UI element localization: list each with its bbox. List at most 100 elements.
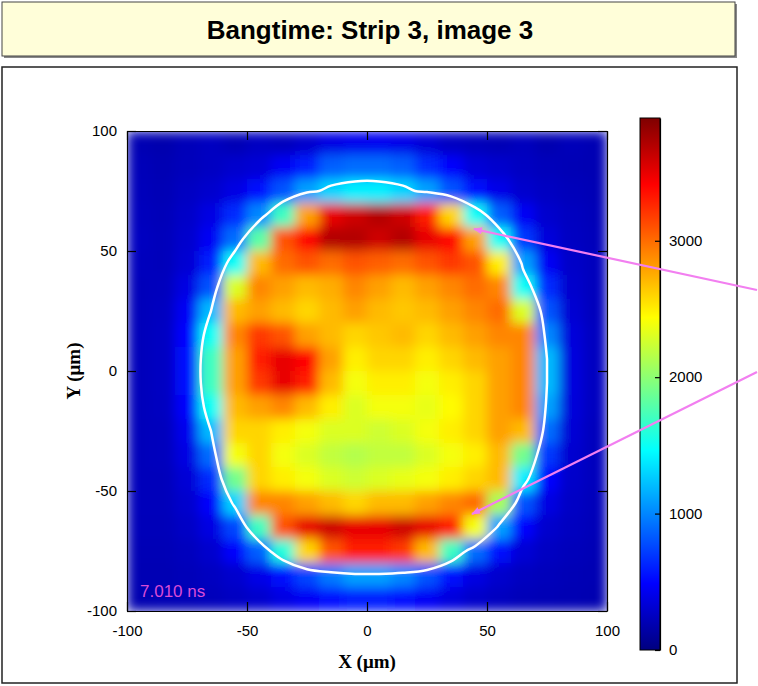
heat-cell (127, 155, 152, 180)
heat-cell (559, 155, 584, 180)
heat-cell (199, 443, 224, 468)
heat-cell (415, 251, 440, 276)
heat-cell (487, 587, 512, 611)
heat-cell (583, 515, 607, 540)
heat-cell (535, 275, 560, 300)
heat-cell (463, 467, 488, 492)
heat-cell (271, 515, 296, 540)
heat-cell (367, 443, 392, 468)
heat-cell (175, 275, 200, 300)
heat-cell (175, 467, 200, 492)
heat-cell (415, 203, 440, 228)
heat-cell (223, 515, 248, 540)
heat-cell (535, 323, 560, 348)
heat-cell (319, 419, 344, 444)
heat-cell (511, 371, 536, 396)
heat-cell (559, 323, 584, 348)
heat-cell (295, 587, 320, 611)
heat-cell (151, 419, 176, 444)
heat-cell (559, 131, 584, 156)
tick-mark (247, 602, 248, 611)
heat-cell (343, 419, 368, 444)
heat-cell (535, 539, 560, 564)
heat-cell (439, 203, 464, 228)
heat-cell (511, 443, 536, 468)
heat-cell (175, 515, 200, 540)
heat-cell (343, 515, 368, 540)
heat-cell (439, 155, 464, 180)
heat-cell (367, 299, 392, 324)
tick: 3000 (655, 232, 702, 249)
tick-mark (598, 251, 607, 252)
heat-cell (391, 131, 416, 156)
heat-cell (415, 227, 440, 252)
heat-cell (247, 179, 272, 204)
heat-cell (439, 467, 464, 492)
heat-cell (439, 371, 464, 396)
heat-cell (151, 467, 176, 492)
heat-cell (391, 299, 416, 324)
heat-cell (463, 179, 488, 204)
axis: -100-50050100 (112, 602, 620, 639)
heat-cell (295, 227, 320, 252)
heat-cell (295, 515, 320, 540)
heat-cell (535, 131, 560, 156)
tick-label: -50 (237, 622, 259, 639)
heat-cell (199, 179, 224, 204)
heat-cell (247, 443, 272, 468)
heat-cell (439, 251, 464, 276)
heat-cell (415, 419, 440, 444)
heat-cell (367, 515, 392, 540)
heat-cell (295, 155, 320, 180)
axis: 0100020003000 (655, 119, 702, 659)
heat-cell (247, 299, 272, 324)
heat-cell (367, 275, 392, 300)
tick: 0 (363, 602, 371, 639)
heat-cell (463, 275, 488, 300)
heat-cell (487, 467, 512, 492)
heat-cell (271, 323, 296, 348)
heat-cell (583, 323, 607, 348)
heat-cell (583, 227, 607, 252)
heat-cell (511, 323, 536, 348)
heat-cell (199, 515, 224, 540)
heat-cell (343, 491, 368, 516)
heat-cell (223, 203, 248, 228)
heat-cell (391, 467, 416, 492)
tick-label: 0 (363, 622, 371, 639)
heat-cell (559, 395, 584, 420)
heat-cell (319, 323, 344, 348)
heat-cell (415, 323, 440, 348)
heat-cell (127, 419, 152, 444)
heat-cell (175, 395, 200, 420)
heat-cell (535, 203, 560, 228)
heat-cell (415, 587, 440, 611)
heat-cell (127, 299, 152, 324)
heat-cell (247, 323, 272, 348)
heat-cell (535, 467, 560, 492)
heat-cell (319, 491, 344, 516)
heat-cell (367, 227, 392, 252)
heat-cell (511, 203, 536, 228)
heat-cell (271, 155, 296, 180)
heat-cell (415, 299, 440, 324)
tick-mark (598, 491, 607, 492)
heat-cell (247, 419, 272, 444)
heat-cell (343, 443, 368, 468)
heat-cell (415, 395, 440, 420)
heat-cell (487, 203, 512, 228)
heat-cell (223, 323, 248, 348)
heat-cell (247, 155, 272, 180)
heat-cell (583, 179, 607, 204)
heat-cell (295, 299, 320, 324)
heat-cell (271, 347, 296, 372)
heat-cell (535, 419, 560, 444)
title: Bangtime: Strip 3, image 3 (207, 15, 534, 45)
heat-cell (463, 563, 488, 588)
heat-cell (391, 275, 416, 300)
heat-cell (343, 467, 368, 492)
tick-mark (127, 491, 136, 492)
tick: -50 (237, 602, 259, 639)
heat-cell (223, 539, 248, 564)
heat-cell (583, 131, 607, 156)
